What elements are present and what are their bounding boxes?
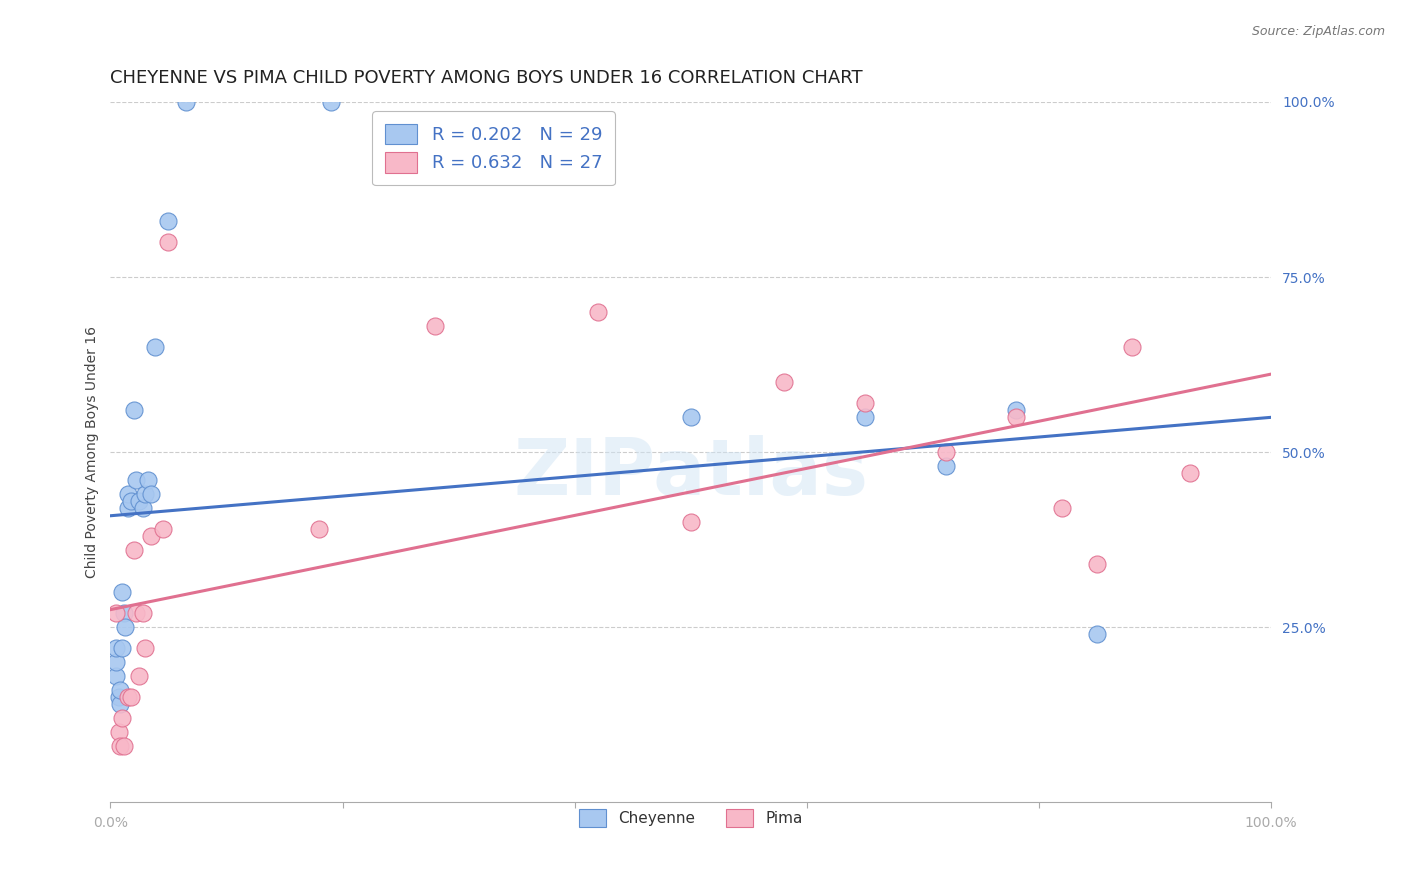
Point (308, 522, 330, 536)
Point (111, 585, 134, 599)
Point (935, 445, 957, 459)
Point (120, 690, 142, 705)
Point (679, 410, 702, 425)
Point (128, 669, 150, 683)
Point (111, 641, 134, 656)
Point (1050, 501, 1073, 516)
Point (125, 606, 148, 620)
Point (1004, 403, 1026, 417)
Point (107, 690, 129, 705)
Point (425, 319, 447, 334)
Point (139, 529, 162, 543)
Point (117, 501, 139, 516)
Point (586, 305, 609, 319)
Point (1085, 557, 1108, 571)
Point (157, 214, 180, 228)
Legend: Cheyenne, Pima: Cheyenne, Pima (572, 804, 808, 833)
Point (139, 487, 162, 501)
Point (935, 459, 957, 474)
Point (105, 655, 128, 669)
Point (108, 739, 131, 754)
Text: CHEYENNE VS PIMA CHILD POVERTY AMONG BOYS UNDER 16 CORRELATION CHART: CHEYENNE VS PIMA CHILD POVERTY AMONG BOY… (111, 69, 863, 87)
Text: ZIPatlas: ZIPatlas (513, 435, 869, 511)
Point (1004, 410, 1026, 425)
Point (105, 606, 128, 620)
Point (111, 711, 134, 725)
Point (122, 543, 145, 558)
Point (122, 403, 145, 417)
Point (117, 690, 139, 705)
Point (105, 669, 128, 683)
Point (157, 235, 180, 249)
Point (107, 725, 129, 739)
Point (136, 473, 159, 487)
Point (112, 606, 135, 620)
Point (132, 501, 155, 516)
Point (772, 375, 794, 389)
Point (117, 487, 139, 501)
Text: Source: ZipAtlas.com: Source: ZipAtlas.com (1251, 25, 1385, 38)
Point (114, 620, 136, 634)
Point (1085, 627, 1108, 641)
Y-axis label: Child Poverty Among Boys Under 16: Child Poverty Among Boys Under 16 (86, 326, 100, 578)
Point (112, 739, 135, 754)
Point (319, 95, 342, 109)
Point (105, 641, 128, 656)
Point (134, 487, 156, 501)
Point (132, 606, 155, 620)
Point (174, 95, 197, 109)
Point (1178, 466, 1201, 480)
Point (120, 494, 142, 508)
Point (1121, 340, 1143, 354)
Point (853, 410, 876, 425)
Point (128, 494, 150, 508)
Point (108, 697, 131, 711)
Point (853, 396, 876, 410)
Point (134, 641, 156, 656)
Point (108, 683, 131, 698)
Point (143, 340, 166, 354)
Point (152, 522, 174, 536)
Point (125, 473, 148, 487)
Point (679, 515, 702, 529)
